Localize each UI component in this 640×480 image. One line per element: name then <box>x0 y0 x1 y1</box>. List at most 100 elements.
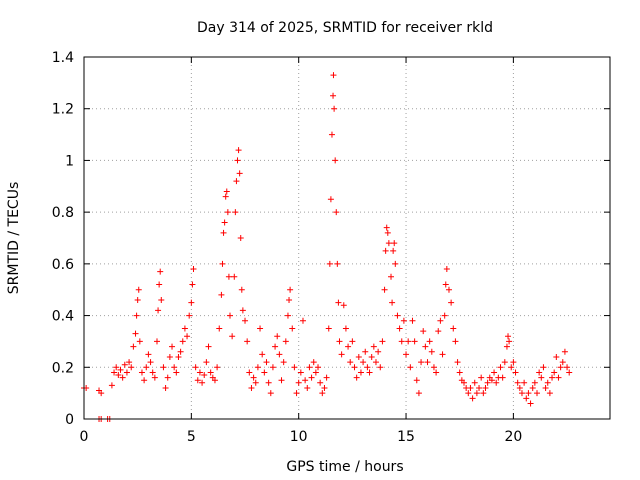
grid-lines <box>84 57 610 419</box>
y-tick-label: 1.2 <box>52 102 74 118</box>
data-point <box>561 348 568 355</box>
data-point <box>226 312 233 319</box>
data-point <box>501 359 508 366</box>
y-tick-label: 0.6 <box>52 257 74 273</box>
data-point <box>467 384 474 391</box>
data-point <box>252 379 259 386</box>
data-point <box>189 281 196 288</box>
data-point <box>155 307 162 314</box>
data-point <box>286 297 293 304</box>
data-point <box>149 369 156 376</box>
data-point <box>108 382 115 389</box>
data-point <box>529 384 536 391</box>
data-point <box>145 351 152 358</box>
x-tick-label: 0 <box>80 429 89 445</box>
data-point <box>546 390 553 397</box>
data-point <box>473 390 480 397</box>
data-point <box>450 325 457 332</box>
data-point <box>396 325 403 332</box>
data-point <box>325 325 332 332</box>
data-marks <box>81 72 573 422</box>
data-point <box>335 299 342 306</box>
data-point <box>269 364 276 371</box>
data-point <box>454 359 461 366</box>
data-point <box>542 384 549 391</box>
x-tick-label: 20 <box>504 429 522 445</box>
data-point <box>158 297 165 304</box>
data-point <box>527 400 534 407</box>
data-point <box>433 369 440 376</box>
data-point <box>370 343 377 350</box>
data-point <box>424 359 431 366</box>
data-point <box>216 325 223 332</box>
data-point <box>143 364 150 371</box>
data-point <box>499 374 506 381</box>
data-point <box>512 369 519 376</box>
data-point <box>162 384 169 391</box>
data-point <box>284 312 291 319</box>
data-point <box>488 377 495 384</box>
data-point <box>491 369 498 376</box>
data-point <box>321 384 328 391</box>
data-point <box>113 364 120 371</box>
data-point <box>430 364 437 371</box>
data-point <box>525 390 532 397</box>
data-point <box>166 353 173 360</box>
data-point <box>221 219 228 226</box>
data-point <box>497 364 504 371</box>
data-point <box>445 286 452 293</box>
data-point <box>312 369 319 376</box>
data-point <box>263 359 270 366</box>
data-point <box>156 281 163 288</box>
data-point <box>510 359 517 366</box>
data-point <box>248 384 255 391</box>
data-point <box>237 235 244 241</box>
data-point <box>315 364 322 371</box>
data-point <box>244 338 251 345</box>
data-point <box>121 361 128 368</box>
data-point <box>153 338 160 345</box>
data-point <box>130 343 137 350</box>
data-point <box>250 374 257 381</box>
data-point <box>364 364 371 371</box>
data-point <box>293 390 300 397</box>
data-point <box>493 379 500 386</box>
data-point <box>437 317 444 324</box>
data-point <box>555 374 562 381</box>
data-point <box>392 260 399 267</box>
data-point <box>188 299 195 306</box>
data-point <box>291 364 298 371</box>
y-tick-label: 0.8 <box>52 205 74 221</box>
data-point <box>338 351 345 358</box>
data-point <box>295 379 302 386</box>
data-point <box>267 390 274 397</box>
data-point <box>340 302 347 309</box>
data-point <box>225 273 232 280</box>
data-point <box>443 266 450 273</box>
data-point <box>224 209 231 216</box>
data-point <box>203 359 210 366</box>
data-point <box>531 379 538 386</box>
data-point <box>132 330 139 337</box>
data-point <box>289 325 296 332</box>
y-tick-label: 0 <box>65 412 74 428</box>
data-point <box>304 384 311 391</box>
data-point <box>334 260 341 267</box>
data-point <box>333 209 340 216</box>
data-point <box>503 343 510 350</box>
data-point <box>469 395 476 402</box>
data-point <box>368 353 375 360</box>
data-point <box>478 374 485 381</box>
data-point <box>231 273 238 280</box>
data-point <box>484 379 491 386</box>
data-point <box>177 348 184 355</box>
data-point <box>317 379 324 386</box>
data-point <box>214 364 221 371</box>
data-point <box>391 240 398 247</box>
data-point <box>394 312 401 319</box>
data-point <box>330 92 337 99</box>
data-point <box>540 364 547 371</box>
data-point <box>287 286 294 293</box>
data-point <box>355 353 362 360</box>
plot-frame <box>83 56 611 420</box>
